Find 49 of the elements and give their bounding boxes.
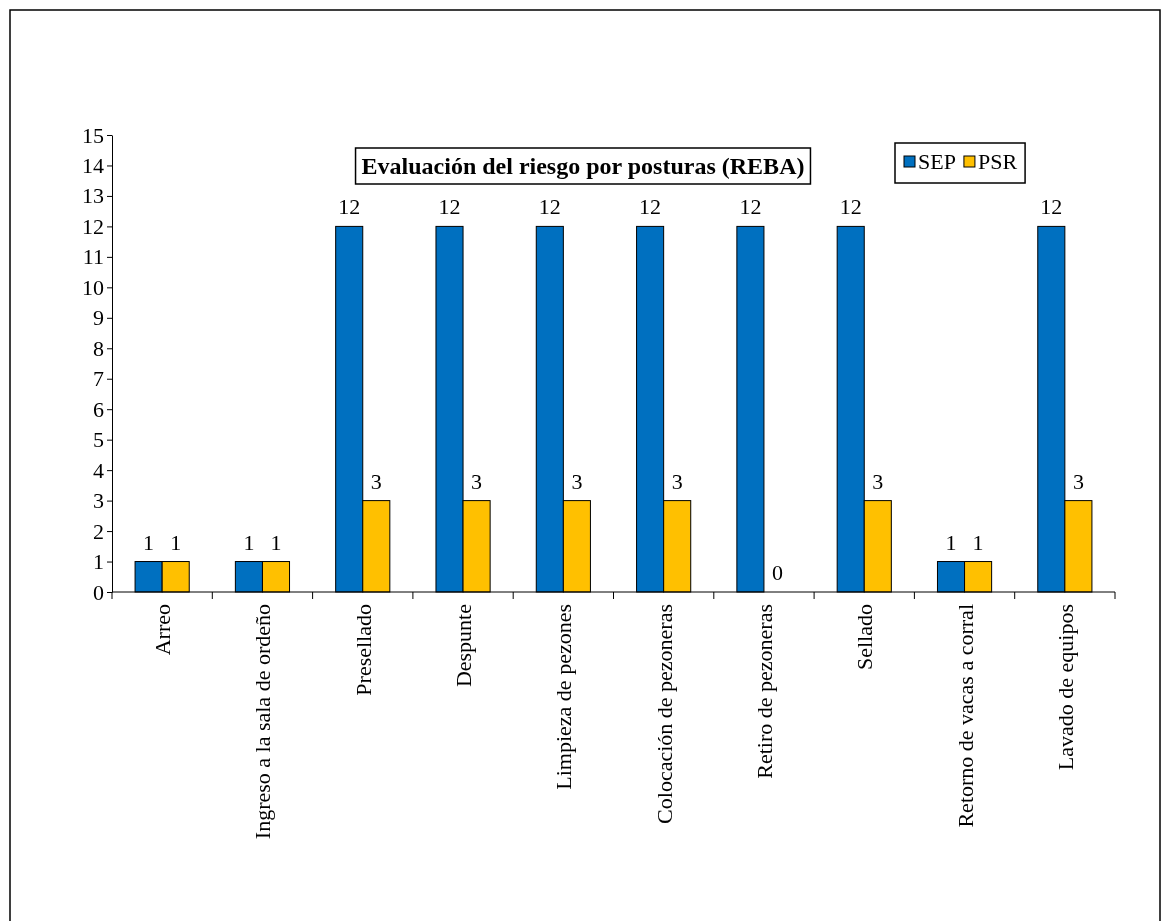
legend-label: PSR: [977, 149, 1018, 174]
y-tick-label: 12: [82, 213, 104, 239]
x-tick-label: Retorno de vacas a corral: [952, 604, 978, 828]
data-label: 3: [370, 468, 382, 494]
y-tick-label: 7: [93, 366, 104, 392]
x-tick-label: Arreo: [150, 604, 176, 656]
x-tick-label: Retiro de pezoneras: [751, 604, 777, 779]
data-label: 3: [671, 468, 683, 494]
data-label: 1: [972, 529, 984, 555]
data-label: 1: [270, 529, 282, 555]
y-tick-label: 9: [93, 305, 104, 331]
data-label: 3: [872, 468, 884, 494]
x-tick-label: Sellado: [852, 604, 878, 670]
y-tick-label: 4: [93, 457, 104, 483]
y-tick-label: 6: [93, 396, 104, 422]
y-tick-label: 13: [82, 183, 104, 209]
data-label: 3: [471, 468, 483, 494]
data-label: 1: [170, 529, 182, 555]
x-tick-label: Presellado: [350, 604, 376, 696]
y-tick-label: 15: [82, 122, 104, 148]
data-label: 12: [338, 194, 361, 220]
x-tick-label: Ingreso a la sala de ordeño: [250, 604, 276, 840]
data-label: 12: [1040, 194, 1063, 220]
x-tick-label: Despunte: [451, 604, 477, 688]
y-tick-label: 11: [82, 244, 104, 270]
data-label: 0: [771, 560, 783, 585]
y-tick-label: 8: [93, 335, 104, 361]
y-tick-label: 14: [82, 153, 104, 179]
x-tick-label: Limpieza de pezones: [551, 604, 577, 790]
x-tick-label: Lavado de equipos: [1052, 604, 1078, 771]
data-label: 1: [143, 529, 155, 555]
y-tick-label: 10: [82, 274, 104, 300]
y-tick-label: 2: [93, 518, 104, 544]
data-label: 1: [945, 529, 957, 555]
data-label: 12: [639, 194, 662, 220]
legend-label: SEP: [918, 149, 956, 174]
text: Evaluación del riesgo por posturas (REBA): [361, 153, 805, 179]
data-label: 12: [438, 194, 461, 220]
data-label: 3: [571, 468, 583, 494]
y-tick-label: 1: [93, 549, 104, 575]
y-tick-label: 0: [93, 579, 104, 605]
data-label: 1: [243, 529, 255, 555]
data-label: 3: [1072, 468, 1084, 494]
x-tick-label: Colocación de pezoneras: [651, 604, 677, 824]
data-label: 12: [739, 194, 762, 220]
y-tick-label: 3: [93, 488, 104, 514]
data-label: 12: [839, 194, 862, 220]
y-tick-label: 5: [93, 427, 104, 453]
data-label: 12: [538, 194, 561, 220]
